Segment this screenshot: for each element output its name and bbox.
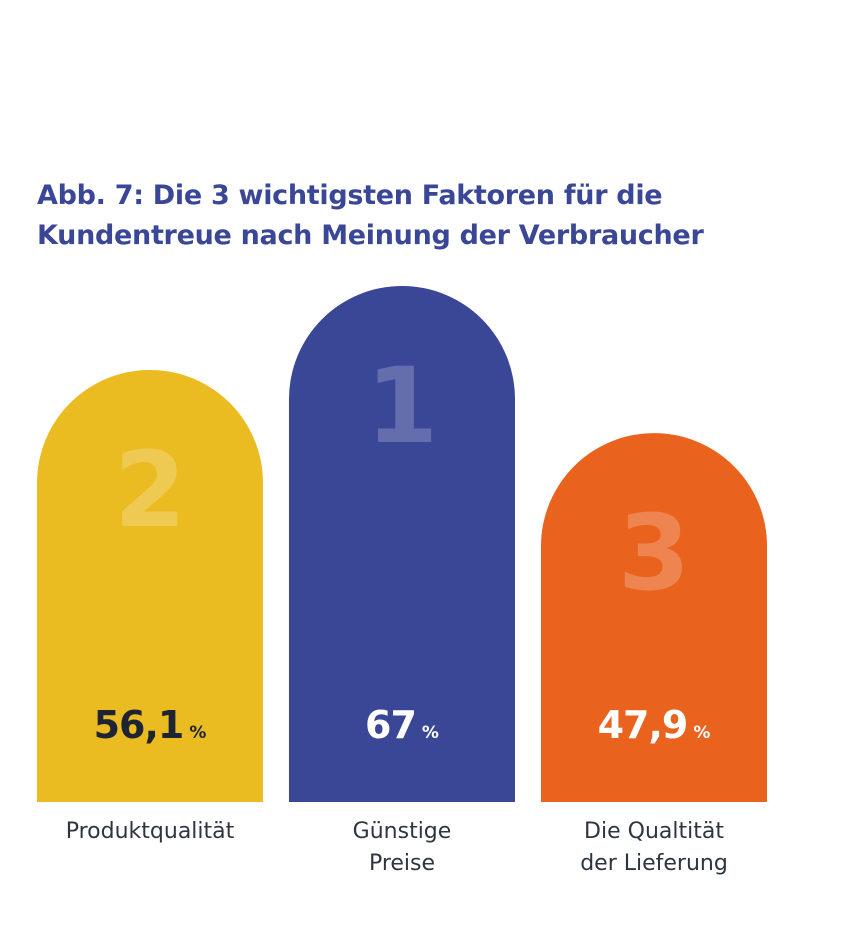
chart-title: Abb. 7: Die 3 wichtigsten Faktoren für d… <box>37 176 797 256</box>
category-label-1-line-1: Produktqualität <box>65 819 235 844</box>
bar-2 <box>289 286 515 802</box>
category-label-3: Die Qualtität der Lieferung <box>541 816 767 880</box>
value-label-2: 67% <box>365 703 439 747</box>
value-label-3: 47,9% <box>598 703 711 747</box>
rank-number-1: 2 <box>114 429 186 551</box>
category-label-2: Günstige Preise <box>289 816 515 880</box>
bar-3 <box>541 433 767 802</box>
rank-number-2: 1 <box>366 345 438 467</box>
chart-title-line-2: Kundentreue nach Meinung der Verbraucher <box>37 220 704 251</box>
category-label-2-line-1: Günstige <box>352 819 452 844</box>
value-label-1: 56,1% <box>94 703 207 747</box>
category-label-2-line-2: Preise <box>368 851 436 876</box>
category-label-1: Produktqualität <box>37 816 263 848</box>
category-label-3-line-2: der Lieferung <box>580 851 728 876</box>
category-label-3-line-1: Die Qualtität <box>584 819 724 844</box>
chart-title-line-1: Abb. 7: Die 3 wichtigsten Faktoren für d… <box>37 180 663 211</box>
rank-number-3: 3 <box>618 492 690 614</box>
bar-1 <box>37 369 263 802</box>
